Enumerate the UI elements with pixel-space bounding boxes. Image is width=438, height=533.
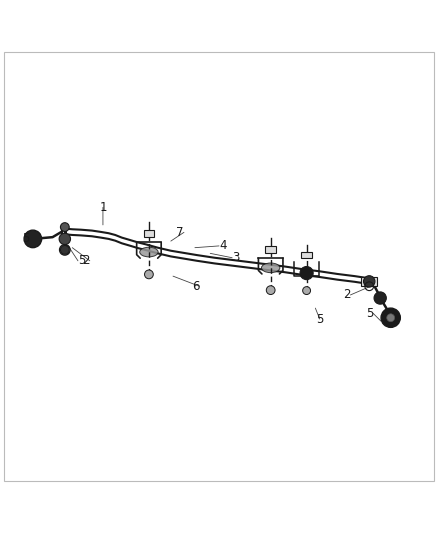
FancyBboxPatch shape — [301, 252, 312, 258]
Circle shape — [387, 314, 395, 322]
Circle shape — [59, 233, 71, 245]
Text: 4: 4 — [219, 239, 226, 253]
Text: 3: 3 — [232, 251, 240, 264]
Text: 2: 2 — [82, 254, 90, 268]
Ellipse shape — [261, 263, 280, 273]
Circle shape — [364, 276, 375, 287]
Text: 5: 5 — [316, 312, 323, 326]
Text: 5: 5 — [22, 231, 30, 245]
Circle shape — [60, 223, 69, 231]
Circle shape — [303, 287, 311, 295]
Circle shape — [60, 246, 69, 254]
Circle shape — [145, 270, 153, 279]
Circle shape — [381, 308, 400, 327]
Ellipse shape — [140, 247, 158, 257]
FancyBboxPatch shape — [265, 246, 276, 253]
Text: 2: 2 — [343, 288, 350, 302]
Circle shape — [300, 266, 313, 280]
Text: 6: 6 — [192, 280, 199, 293]
Text: 5: 5 — [366, 307, 373, 320]
Circle shape — [24, 230, 42, 248]
Text: 7: 7 — [177, 226, 184, 239]
Text: 1: 1 — [99, 201, 107, 214]
Circle shape — [266, 286, 275, 295]
FancyBboxPatch shape — [361, 277, 377, 286]
Circle shape — [374, 292, 386, 304]
Text: 5: 5 — [78, 254, 85, 268]
FancyBboxPatch shape — [144, 230, 154, 237]
